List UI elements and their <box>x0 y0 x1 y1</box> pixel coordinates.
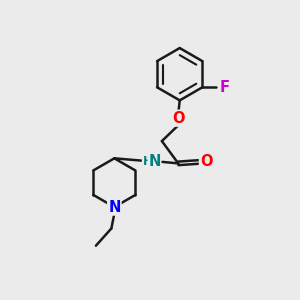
Text: H: H <box>142 155 152 168</box>
Text: N: N <box>108 200 121 214</box>
Text: N: N <box>148 154 160 169</box>
Text: O: O <box>200 154 212 169</box>
Text: O: O <box>172 111 184 126</box>
Text: F: F <box>219 80 230 95</box>
